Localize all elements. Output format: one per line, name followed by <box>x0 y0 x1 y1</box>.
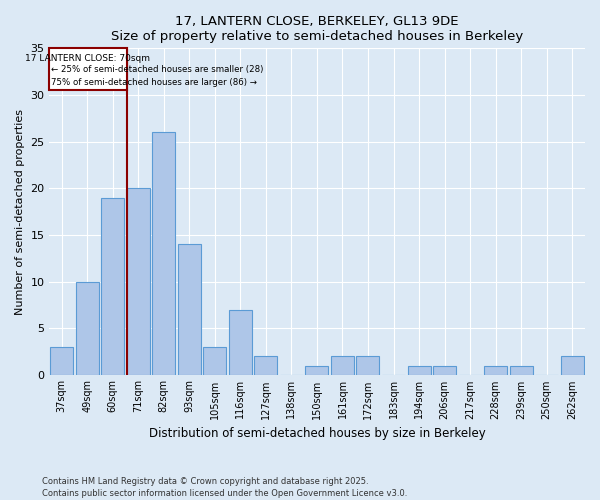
Text: 75% of semi-detached houses are larger (86) →: 75% of semi-detached houses are larger (… <box>51 78 257 87</box>
Bar <box>561 356 584 375</box>
Bar <box>50 347 73 375</box>
Bar <box>203 347 226 375</box>
Bar <box>254 356 277 375</box>
Title: 17, LANTERN CLOSE, BERKELEY, GL13 9DE
Size of property relative to semi-detached: 17, LANTERN CLOSE, BERKELEY, GL13 9DE Si… <box>111 15 523 43</box>
Text: ← 25% of semi-detached houses are smaller (28): ← 25% of semi-detached houses are smalle… <box>51 65 263 74</box>
Bar <box>127 188 149 375</box>
Bar <box>101 198 124 375</box>
Bar <box>305 366 328 375</box>
Text: Contains HM Land Registry data © Crown copyright and database right 2025.
Contai: Contains HM Land Registry data © Crown c… <box>42 476 407 498</box>
Bar <box>178 244 201 375</box>
Bar <box>331 356 354 375</box>
Text: 17 LANTERN CLOSE: 70sqm: 17 LANTERN CLOSE: 70sqm <box>25 54 150 63</box>
Bar <box>356 356 379 375</box>
Bar <box>407 366 431 375</box>
X-axis label: Distribution of semi-detached houses by size in Berkeley: Distribution of semi-detached houses by … <box>149 427 485 440</box>
Bar <box>484 366 507 375</box>
Y-axis label: Number of semi-detached properties: Number of semi-detached properties <box>15 108 25 314</box>
Bar <box>152 132 175 375</box>
Bar <box>433 366 456 375</box>
FancyBboxPatch shape <box>49 48 127 90</box>
Bar <box>509 366 533 375</box>
Bar <box>229 310 252 375</box>
Bar <box>76 282 98 375</box>
